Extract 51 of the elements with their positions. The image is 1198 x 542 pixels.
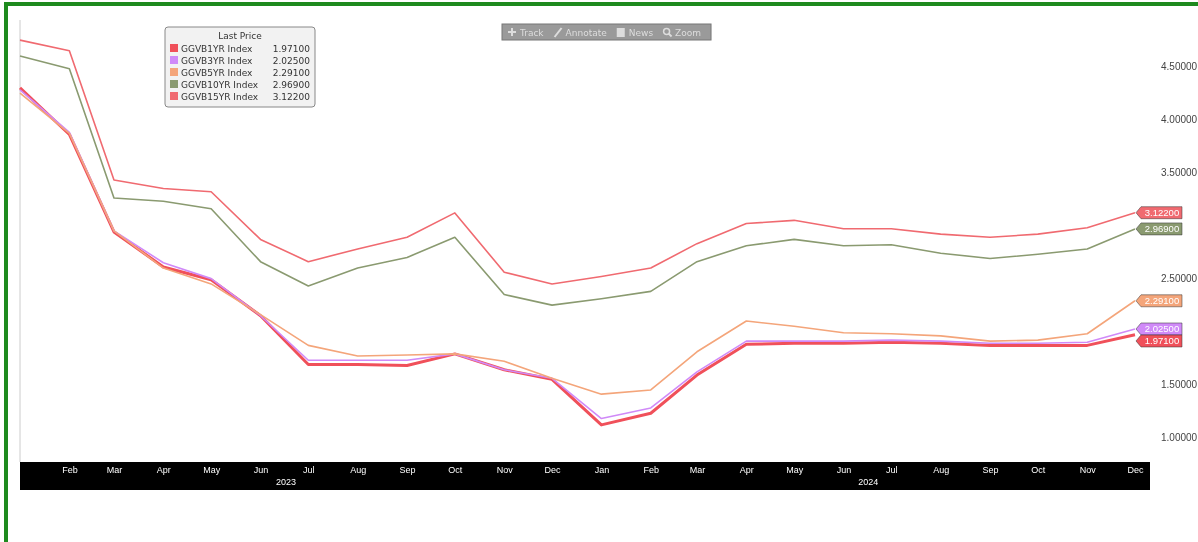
legend-label: GGVB10YR Index (181, 80, 259, 90)
x-tick-label: Feb (62, 465, 78, 476)
legend-label: GGVB5YR Index (181, 68, 254, 78)
x-tick-label: Jun (836, 465, 852, 476)
legend-title: Last Price (218, 31, 263, 41)
x-tick-label: Oct (1031, 465, 1046, 476)
legend-label: GGVB3YR Index (181, 56, 254, 66)
data-label: 1.97100 (1144, 335, 1180, 347)
x-tick-label: Apr (739, 465, 754, 476)
annotation: Track (519, 28, 545, 38)
x-tick-label: Jul (303, 465, 315, 476)
x-tick-label: Jul (886, 465, 898, 476)
text: 2024 (858, 477, 879, 487)
x-tick-label: Sep (399, 465, 416, 476)
x-tick-label: Sep (982, 465, 999, 476)
y-tick-label: 4.00000 (1161, 114, 1198, 126)
text: 1.97100 (272, 44, 310, 54)
x-tick-label: May (786, 465, 804, 476)
y-tick-label: 1.50000 (1161, 379, 1198, 391)
x-tick-label: Nov (1079, 465, 1097, 476)
y-tick-label: 1.00000 (1161, 432, 1198, 444)
x-tick-label: Jun (253, 465, 269, 476)
text: 3.12200 (272, 92, 310, 102)
x-tick-label: May (203, 465, 221, 476)
x-tick-label: Apr (156, 465, 171, 476)
legend-label: GGVB15YR Index (181, 92, 259, 102)
text: 2023 (275, 477, 297, 487)
annotation: News (628, 28, 654, 38)
y-tick-label: 2.50000 (1161, 273, 1198, 285)
y-tick-label: 4.50000 (1161, 61, 1198, 73)
x-tick-label: Aug (350, 465, 367, 476)
x-tick-label: Mar (106, 465, 123, 476)
annotation: Annotate (565, 28, 608, 38)
data-label: 3.12200 (1144, 207, 1180, 219)
data-label: 2.02500 (1144, 323, 1180, 335)
x-tick-label: Jan (594, 465, 610, 476)
data-label: 2.29100 (1144, 295, 1180, 307)
annotation: Zoom (675, 28, 702, 38)
text: 2.96900 (272, 80, 310, 90)
x-tick-label: Mar (689, 465, 706, 476)
x-tick-label: Oct (448, 465, 463, 476)
x-tick-label: Nov (496, 465, 514, 476)
x-tick-label: Dec (1127, 465, 1144, 476)
x-tick-label: Dec (544, 465, 562, 476)
text: 2.29100 (272, 68, 310, 78)
text: 2.02500 (272, 56, 310, 66)
y-tick-label: 3.50000 (1161, 167, 1198, 179)
legend-label: GGVB1YR Index (181, 44, 254, 54)
x-tick-label: Feb (643, 465, 660, 476)
x-tick-label: Aug (933, 465, 950, 476)
data-label: 2.96900 (1144, 223, 1180, 235)
